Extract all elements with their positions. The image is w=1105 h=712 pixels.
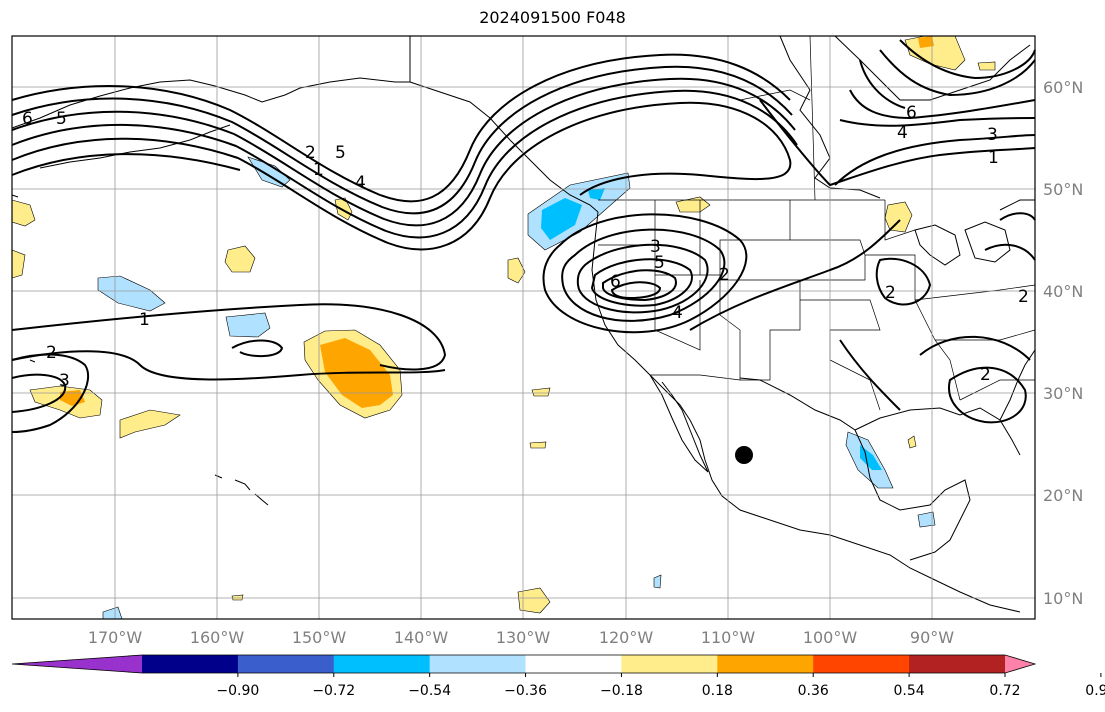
lon-label: 100°W <box>803 628 858 647</box>
fill-blue <box>860 445 882 470</box>
fill-light-yellow <box>529 441 547 449</box>
hawaii <box>214 474 269 506</box>
coastline-gulfcoast <box>854 407 1021 456</box>
map-frame <box>11 35 1036 620</box>
colorbar-tick-label: −0.36 <box>504 683 547 699</box>
colorbar-segment <box>621 655 718 673</box>
contour-label: 2 <box>46 343 57 363</box>
coastline-aleutians <box>39 124 231 169</box>
contour-labels: 6 5 2 1 4 5 6 4 3 1 3 5 6 4 2 2 1 2 3 2 … <box>22 103 1029 391</box>
contour-label: 6 <box>906 103 917 123</box>
contour-label: 1 <box>988 148 999 168</box>
lon-label: 140°W <box>394 628 449 647</box>
contour-label: 3 <box>59 371 70 391</box>
contour-label: 3 <box>650 237 661 257</box>
gridlines <box>12 36 1035 619</box>
fill-light-blue <box>653 574 662 589</box>
colorbar-tick-label: 0.18 <box>702 683 733 699</box>
contour-label: 5 <box>56 109 67 129</box>
fill-light-blue <box>225 312 271 338</box>
colorbar-segment <box>813 655 910 673</box>
fill-light-yellow <box>907 435 917 449</box>
lon-label: 150°W <box>292 628 347 647</box>
fill-light-blue <box>247 156 291 188</box>
colorbar-tick-label: 0.36 <box>798 683 829 699</box>
colorbar-segment <box>333 655 431 673</box>
colorbar-outline <box>11 654 1037 674</box>
contour-label: 2 <box>305 143 316 163</box>
fill-light-yellow <box>531 387 551 397</box>
colorbar-tick-label: 0.72 <box>989 683 1020 699</box>
lon-label: 130°W <box>496 628 551 647</box>
fill-light-blue <box>917 511 936 528</box>
lat-label: 50°N <box>1043 180 1083 199</box>
colorbar-segment <box>525 655 622 673</box>
fill-blue <box>541 198 582 240</box>
contour-label: 4 <box>355 173 366 193</box>
colorbar-tick-label: 0.90 <box>1085 683 1105 699</box>
fill-orange <box>918 36 934 48</box>
fill-light-yellow <box>675 196 711 213</box>
fill-light-yellow <box>119 409 181 439</box>
colorbar-tick-label: −0.18 <box>600 683 643 699</box>
map-background <box>12 36 1035 619</box>
fill-light-yellow <box>977 61 996 71</box>
coastline-westcoast <box>591 211 1021 613</box>
colorbar-extend-high <box>1005 655 1035 673</box>
contour-label: 2 <box>885 283 896 303</box>
coastline-greatlakes <box>914 224 961 266</box>
colorbar <box>11 654 1037 674</box>
fill-blue <box>588 188 605 200</box>
lon-label: 160°W <box>190 628 245 647</box>
lat-label: 20°N <box>1043 486 1083 505</box>
contour-label: 5 <box>654 253 665 273</box>
colorbar-segment <box>909 655 1006 673</box>
colorbar-ticks: −0.90 −0.72 −0.54 −0.36 −0.18 0.18 0.36 0.54 0.7… <box>216 673 1105 699</box>
lon-label: 120°W <box>599 628 654 647</box>
lon-label: 170°W <box>88 628 143 647</box>
contour-label: 2 <box>1018 287 1029 307</box>
islands-west <box>11 194 36 363</box>
contour-label: 1 <box>313 160 324 180</box>
longitude-labels: 170°W 160°W 150°W 140°W 130°W 120°W 110°… <box>88 628 954 647</box>
lat-label: 60°N <box>1043 78 1083 97</box>
coastline-greatlakes2 <box>964 221 1011 263</box>
contour-label: 4 <box>672 303 683 323</box>
colorbar-segment <box>237 655 335 673</box>
colorbar-tick-label: 0.54 <box>894 683 925 699</box>
lat-label: 40°N <box>1043 282 1083 301</box>
fill-light-yellow <box>507 257 526 284</box>
lat-label: 10°N <box>1043 589 1083 608</box>
lat-label: 30°N <box>1043 384 1083 403</box>
coastline-canada-east <box>999 199 1035 211</box>
lon-label: 90°W <box>910 628 954 647</box>
colorbar-segment <box>142 655 239 673</box>
colorbar-segment <box>717 655 814 673</box>
contours <box>11 39 1036 433</box>
contour-label: 2 <box>980 365 991 385</box>
contour-label: 6 <box>610 272 621 292</box>
colorbar-tick-label: −0.72 <box>312 683 355 699</box>
contour-label: 3 <box>987 125 998 145</box>
coastline-gulf <box>739 377 971 561</box>
colorbar-segment <box>429 655 527 673</box>
fill-light-yellow <box>224 245 256 273</box>
fill-light-yellow <box>517 587 551 614</box>
contour-label: 4 <box>897 123 908 143</box>
contour-label: 2 <box>719 265 730 285</box>
contour-label: 1 <box>139 310 150 330</box>
map-title: 2024091500 F048 <box>479 8 626 27</box>
latitude-labels: 60°N 50°N 40°N 30°N 20°N 10°N <box>1043 78 1083 608</box>
coastline-hudson <box>834 35 1031 101</box>
colorbar-tick-label: −0.54 <box>408 683 451 699</box>
location-marker <box>735 446 753 464</box>
contour-label: 5 <box>335 143 346 163</box>
fill-light-yellow <box>231 594 244 601</box>
contour-label: 6 <box>22 109 33 129</box>
colorbar-extend-low <box>12 655 142 673</box>
colorbar-tick-label: −0.90 <box>216 683 259 699</box>
lon-label: 110°W <box>701 628 756 647</box>
coastline-baja <box>649 374 709 473</box>
